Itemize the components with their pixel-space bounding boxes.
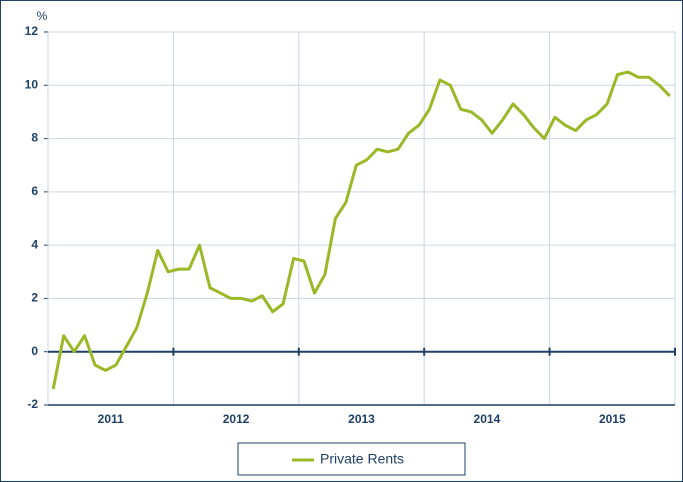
y-tick-label: 0 <box>31 344 38 358</box>
y-tick-label: 6 <box>31 184 38 198</box>
x-tick-label: 2013 <box>348 412 375 426</box>
line-series <box>51 70 671 390</box>
y-tick-label: -2 <box>27 397 38 411</box>
x-tick-label: 2014 <box>474 412 501 426</box>
x-tick-label: 2015 <box>599 412 626 426</box>
x-tick-label: 2011 <box>98 412 124 426</box>
y-tick-label: 12 <box>25 24 39 38</box>
y-axis-label: % <box>37 9 48 23</box>
y-tick-label: 8 <box>31 131 38 145</box>
x-tick-label: 2012 <box>223 412 250 426</box>
y-tick-label: 2 <box>31 291 38 305</box>
legend <box>237 442 466 476</box>
y-tick-label: 4 <box>31 237 38 251</box>
legend-label: Private Rents <box>320 451 404 467</box>
y-tick-label: 10 <box>25 77 39 91</box>
